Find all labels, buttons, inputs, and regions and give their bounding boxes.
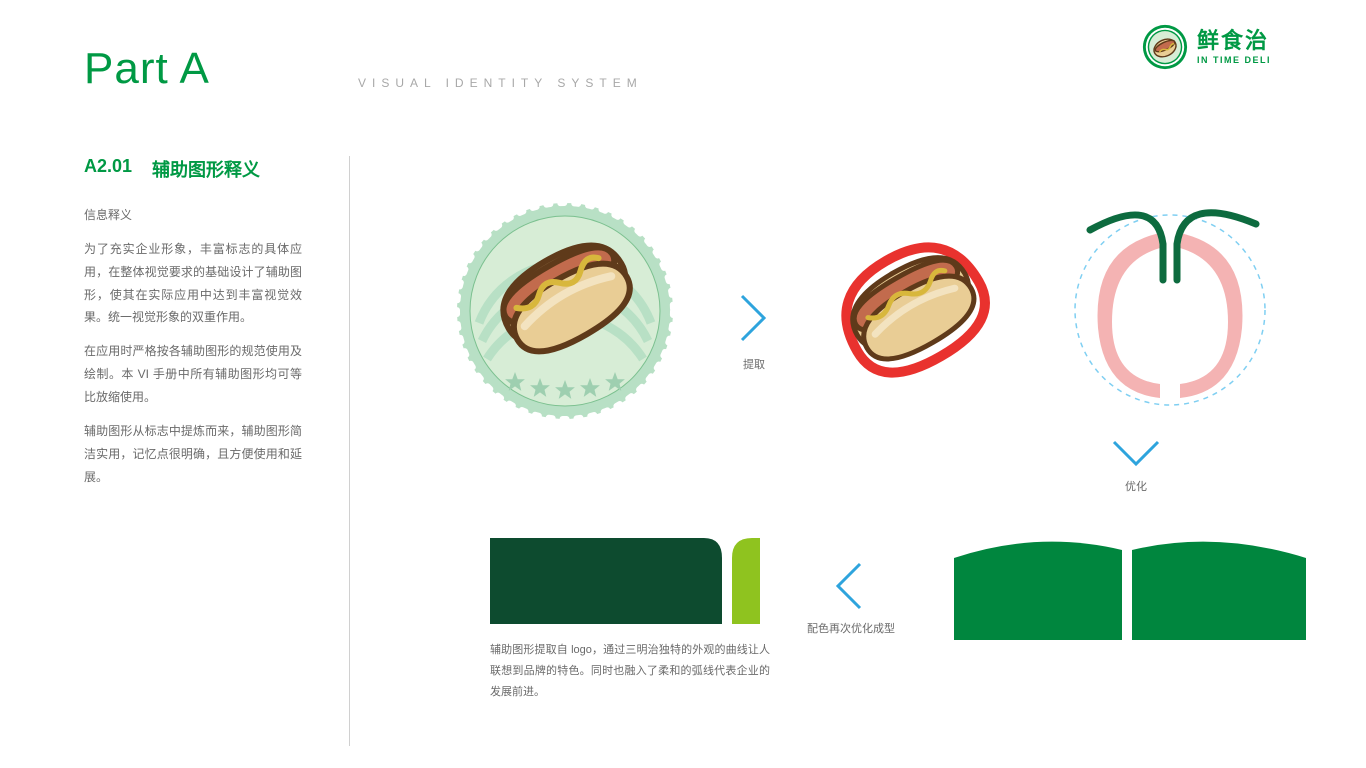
arrow-1-icon: [736, 290, 772, 351]
section-number: A2.01: [84, 156, 132, 177]
page-subtitle: VISUAL IDENTITY SYSTEM: [358, 76, 643, 90]
brand-mark-icon: [1141, 23, 1189, 71]
brand-name-cn: 鲜食治: [1197, 30, 1271, 52]
step-label-1: 提取: [736, 356, 772, 372]
process-caption: 辅助图形提取自 logo，通过三明治独特的外观的曲线让人联想到品牌的特色。同时也…: [490, 640, 770, 703]
stage-5-final-shapes: [490, 538, 760, 624]
stage-1-full-logo: [450, 196, 680, 426]
arrow-2-icon: [1108, 436, 1164, 477]
part-title: Part A: [84, 44, 210, 94]
stage-4-green-shapes: [954, 530, 1306, 640]
section-title: 辅助图形释义: [152, 156, 260, 182]
stage-3-abstract: [1060, 200, 1280, 420]
step-label-3: 配色再次优化成型: [792, 620, 910, 636]
step-label-2: 优化: [1094, 478, 1178, 494]
stage-2-outline: [820, 208, 1005, 408]
info-heading: 信息释义: [84, 206, 132, 223]
arrow-3-icon: [830, 558, 866, 619]
sidebar-para-2: 在应用时严格按各辅助图形的规范使用及绘制。本 VI 手册中所有辅助图形均可等比放…: [84, 340, 302, 408]
sidebar-para-3: 辅助图形从标志中提炼而来，辅助图形简洁实用，记忆点很明确，且方便使用和延展。: [84, 420, 302, 488]
brand-logo: 鲜食治 IN TIME DELI: [1141, 22, 1306, 72]
sidebar-para-1: 为了充实企业形象，丰富标志的具体应用，在整体视觉要求的基础设计了辅助图形，使其在…: [84, 238, 302, 329]
vertical-divider: [349, 156, 350, 746]
brand-name-en: IN TIME DELI: [1197, 55, 1271, 65]
